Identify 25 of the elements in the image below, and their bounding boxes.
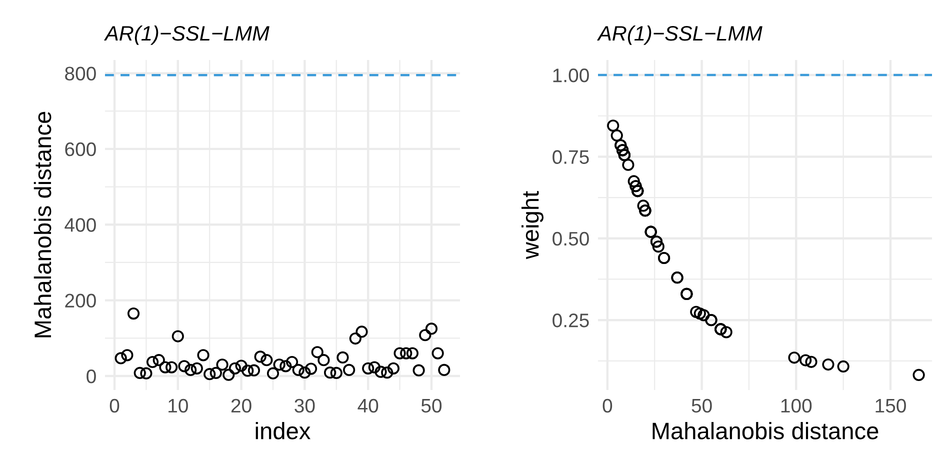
- y-axis-title: weight: [521, 191, 544, 260]
- y-tick-label: 0.25: [552, 314, 589, 328]
- x-tick-label: 100: [781, 398, 812, 413]
- x-tick-label: 0: [602, 398, 612, 413]
- y-tick-label: 800: [65, 66, 96, 80]
- x-tick-label: 20: [231, 398, 252, 413]
- y-tick-label: 0: [86, 369, 96, 384]
- x-tick-label: 50: [421, 398, 442, 413]
- chart-title: AR(1)−SSL−LMM: [596, 25, 762, 45]
- y-tick-label: 200: [65, 294, 96, 308]
- x-tick-label: 50: [692, 398, 712, 413]
- x-tick-label: 150: [876, 398, 906, 413]
- x-axis-title: index: [256, 422, 310, 440]
- chart-title: AR(1)−SSL−LMM: [104, 25, 270, 45]
- x-tick-label: 40: [358, 398, 378, 413]
- x-tick-label: 30: [294, 398, 315, 413]
- y-tick-label: 0.50: [552, 232, 589, 246]
- y-tick-label: 400: [64, 218, 96, 232]
- y-axis-title: Mahalanobis distance: [34, 112, 52, 338]
- x-axis-title: Mahalanobis distance: [652, 422, 878, 440]
- x-tick-label: 0: [110, 398, 120, 413]
- x-tick-label: 10: [168, 398, 188, 413]
- y-tick-label: 600: [65, 142, 96, 156]
- y-tick-label: 0.75: [552, 150, 589, 164]
- y-tick-label: 1.00: [553, 68, 589, 82]
